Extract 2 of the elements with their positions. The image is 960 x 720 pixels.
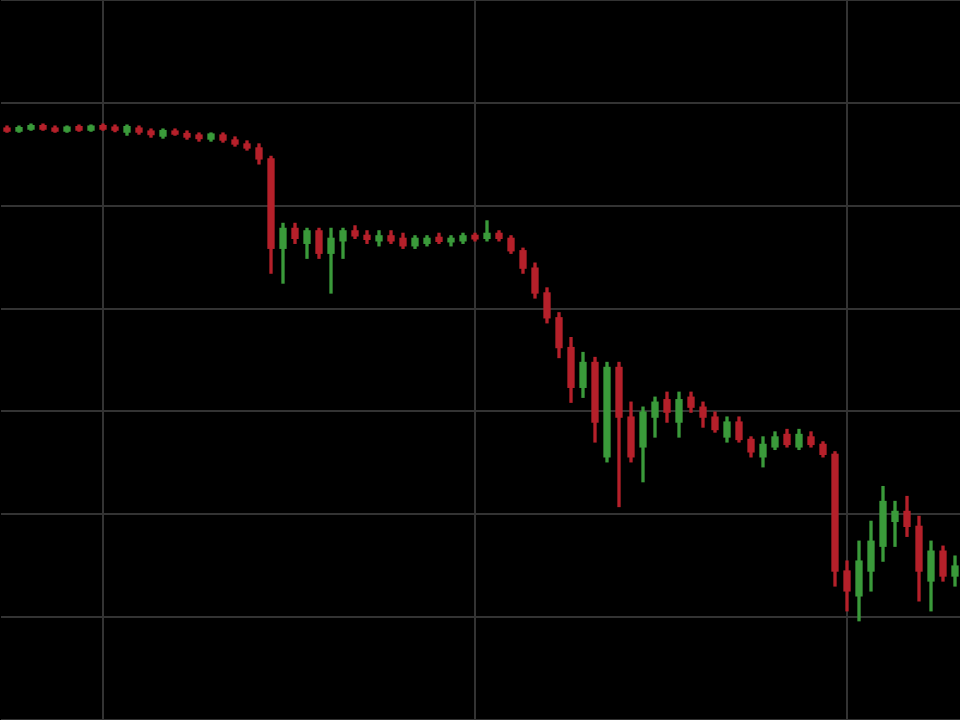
candlestick — [327, 227, 335, 294]
candlestick — [891, 500, 899, 547]
